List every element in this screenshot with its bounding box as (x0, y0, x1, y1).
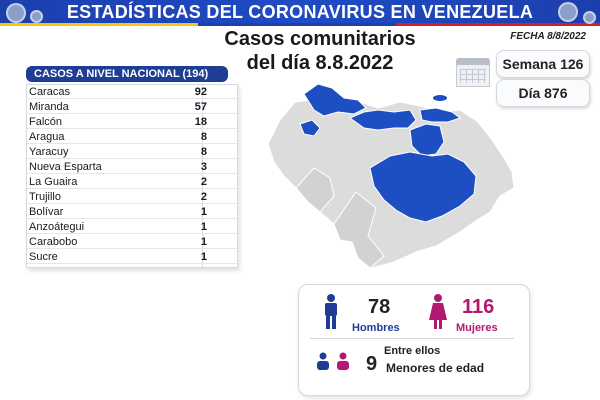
women-label: Mujeres (456, 322, 498, 334)
table-row: Caracas 92 (27, 85, 237, 99)
table-row: Falcón 18 (27, 115, 237, 129)
header-banner: ESTADÍSTICAS DEL CORONAVIRUS EN VENEZUEL… (0, 0, 600, 26)
case-count: 8 (200, 131, 207, 143)
state-name: Anzoátegui (29, 221, 85, 233)
virus-icon (585, 13, 594, 22)
state-name: Yaracuy (29, 146, 69, 158)
men-label: Hombres (352, 322, 400, 334)
calendar-icon (456, 58, 490, 88)
date-label: FECHA 8/8/2022 (510, 31, 586, 42)
week-badge: Semana 126 (496, 50, 590, 78)
cases-table: Caracas 92 Miranda 57 Falcón 18 Aragua 8 Yaracuy… (26, 84, 238, 268)
case-count: 57 (194, 101, 207, 113)
state-name: Caracas (29, 86, 70, 98)
map-state-trujillo (299, 119, 321, 137)
women-count: 116 (462, 296, 495, 318)
table-row: Yaracuy 8 (27, 145, 237, 159)
case-count: 2 (200, 176, 207, 188)
banner-title: ESTADÍSTICAS DEL CORONAVIRUS EN VENEZUEL… (66, 2, 534, 22)
table-row: La Guaira 2 (27, 175, 237, 189)
virus-icon (560, 4, 576, 20)
table-row: Miranda 57 (27, 100, 237, 114)
table-row: Sucre 1 (27, 250, 237, 264)
state-name: Aragua (29, 131, 65, 143)
divider (310, 338, 514, 339)
woman-icon (429, 294, 447, 329)
map-region (295, 167, 335, 213)
table-row: Trujillo 2 (27, 190, 237, 204)
case-count: 1 (200, 236, 207, 248)
venezuela-map (267, 83, 515, 269)
state-name: Sucre (29, 251, 58, 263)
flag-stripe (0, 23, 600, 26)
headline-line2: del día 8.8.2022 (246, 52, 394, 74)
case-count: 92 (194, 86, 207, 98)
case-count: 1 (200, 251, 207, 263)
map-state-bolivar (369, 151, 477, 223)
state-name: Miranda (29, 101, 69, 113)
map-state-sucre (419, 107, 462, 123)
map-state-anzoategui (409, 123, 445, 157)
demographics-panel (298, 284, 530, 396)
table-row: Anzoátegui 1 (27, 220, 237, 234)
map-region (333, 191, 385, 269)
virus-icon (32, 12, 41, 21)
virus-icon (8, 5, 24, 21)
state-name: La Guaira (29, 176, 78, 188)
map-state-central (348, 109, 417, 131)
table-row: Nueva Esparta 3 (27, 160, 237, 174)
table-row: Aragua 8 (27, 130, 237, 144)
map-state-falcon (303, 83, 367, 117)
day-badge: Día 876 (496, 79, 590, 107)
table-row: Carabobo 1 (27, 235, 237, 249)
children-icon (317, 352, 349, 370)
table-header: CASOS A NIVEL NACIONAL (194) (26, 66, 228, 82)
man-icon (325, 294, 337, 329)
men-count: 78 (368, 296, 391, 318)
state-name: Carabobo (29, 236, 78, 248)
state-name: Falcón (29, 116, 63, 128)
state-name: Nueva Esparta (29, 161, 102, 173)
case-count: 8 (200, 146, 207, 158)
column-divider (202, 85, 203, 267)
headline-line1: Casos comunitarios (224, 28, 416, 50)
case-count: 1 (200, 221, 207, 233)
case-count: 3 (200, 161, 207, 173)
minors-count: 9 (366, 353, 378, 375)
map-state-nueva-esparta (433, 95, 447, 101)
minors-intro: Entre ellos (384, 345, 441, 357)
case-count: 18 (194, 116, 207, 128)
table-row: Bolívar 1 (27, 205, 237, 219)
case-count: 2 (200, 191, 207, 203)
case-count: 1 (200, 206, 207, 218)
state-name: Bolívar (29, 206, 64, 218)
minors-label: Menores de edad (386, 361, 485, 375)
state-name: Trujillo (29, 191, 61, 203)
